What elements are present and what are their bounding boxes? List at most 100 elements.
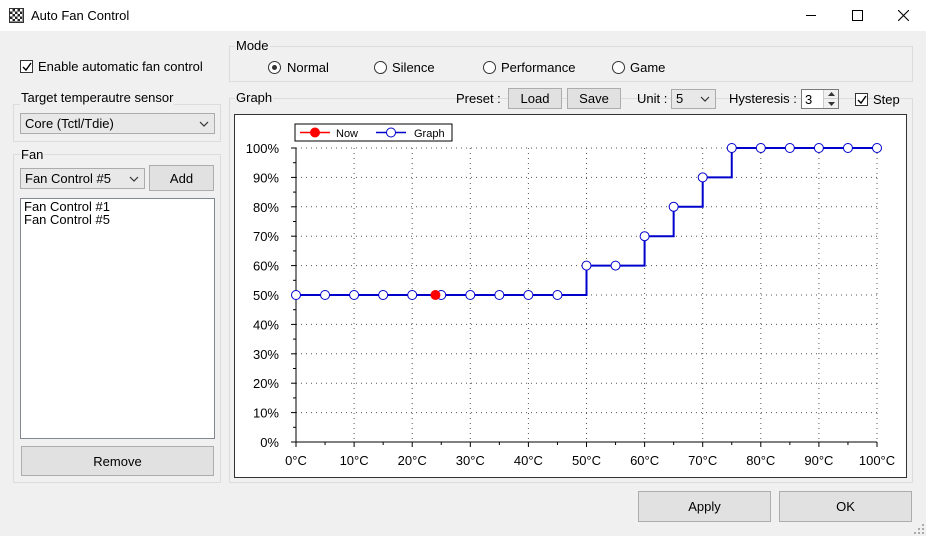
- target-sensor-select[interactable]: Core (Tctl/Tdie): [20, 113, 215, 134]
- graph-point: [581, 260, 592, 271]
- step-label: Step: [873, 92, 900, 107]
- hysteresis-spinner[interactable]: 3: [801, 89, 839, 109]
- minimize-button[interactable]: [788, 0, 834, 31]
- graph-point: [842, 143, 853, 153]
- apply-button[interactable]: Apply: [638, 491, 771, 522]
- fan-list: Fan Control #1 Fan Control #5: [20, 198, 215, 439]
- chevron-down-icon: [700, 96, 710, 102]
- y-tick-label: 60%: [253, 259, 279, 274]
- fan-select[interactable]: Fan Control #5: [20, 168, 145, 189]
- resize-grip-icon[interactable]: [914, 524, 924, 534]
- maximize-icon: [851, 10, 863, 21]
- graph-point: [668, 201, 679, 212]
- fan-curve-chart[interactable]: 0°C 10°C 20°C 30°C 40°C 50°C 60°C 70°C 80°C 90°C 1…: [234, 114, 907, 478]
- fan-list-item[interactable]: Fan Control #5: [24, 212, 110, 227]
- y-tick-label: 50%: [253, 288, 279, 303]
- title-bar: Auto Fan Control: [0, 0, 926, 31]
- minimize-icon: [805, 15, 816, 16]
- graph-point: [813, 143, 824, 153]
- graph-point: [291, 290, 301, 300]
- mode-group-label: Mode: [235, 38, 270, 53]
- y-tick-label: 100%: [246, 141, 280, 156]
- graph-point: [726, 143, 737, 153]
- caret-up-icon: [827, 92, 835, 96]
- y-tick-label: 80%: [253, 200, 279, 215]
- hysteresis-label: Hysteresis :: [729, 91, 797, 106]
- ok-button[interactable]: OK: [779, 491, 912, 522]
- mode-group: [229, 46, 913, 82]
- graph-point: [639, 231, 650, 242]
- mode-normal-label[interactable]: Normal: [287, 60, 329, 75]
- checkmark-icon: [857, 95, 867, 105]
- fan-list-item[interactable]: Fan Control #1: [24, 199, 110, 214]
- window-title: Auto Fan Control: [31, 8, 130, 23]
- spin-down-button[interactable]: [824, 99, 838, 108]
- graph-point: [610, 260, 621, 271]
- y-tick-label: 30%: [253, 347, 279, 362]
- x-tick-label: 60°C: [630, 453, 659, 468]
- legend-marker: [310, 127, 320, 138]
- graph-group-label: Graph: [235, 90, 274, 105]
- enable-auto-fan-label: Enable automatic fan control: [38, 59, 203, 74]
- x-tick-label: 70°C: [688, 453, 717, 468]
- fan-select-value: Fan Control #5: [25, 171, 111, 186]
- target-sensor-group-label: Target temperautre sensor: [20, 90, 175, 105]
- caret-down-icon: [827, 101, 835, 106]
- now-point: [430, 290, 441, 300]
- unit-select[interactable]: 5: [671, 89, 716, 109]
- unit-label: Unit :: [637, 91, 668, 106]
- maximize-button[interactable]: [834, 0, 880, 31]
- mode-silence-label[interactable]: Silence: [392, 60, 435, 75]
- y-tick-label: 20%: [253, 376, 279, 391]
- fan-group-label: Fan: [20, 147, 45, 162]
- chevron-down-icon: [199, 121, 209, 127]
- legend-label: Now: [336, 128, 358, 140]
- y-tick-label: 90%: [253, 170, 279, 185]
- step-checkbox[interactable]: [855, 93, 868, 106]
- fan-curve-svg[interactable]: 0°C 10°C 20°C 30°C 40°C 50°C 60°C 70°C 80°C 90°C 1…: [235, 115, 906, 477]
- graph-point: [349, 290, 360, 300]
- graph-series-line: [296, 147, 877, 296]
- target-sensor-value: Core (Tctl/Tdie): [25, 116, 114, 131]
- fan-group: [13, 154, 221, 483]
- x-tick-label: 0°C: [285, 453, 307, 468]
- chevron-down-icon: [129, 176, 139, 182]
- mode-game-radio[interactable]: [612, 61, 625, 74]
- save-preset-button[interactable]: Save: [567, 88, 621, 109]
- remove-fan-button[interactable]: Remove: [21, 446, 214, 476]
- mode-game-label[interactable]: Game: [630, 60, 666, 75]
- graph-point: [755, 143, 766, 153]
- graph-point: [465, 290, 476, 300]
- legend-marker: [386, 127, 396, 138]
- preset-label: Preset :: [456, 91, 501, 106]
- graph-point: [872, 143, 882, 153]
- legend-label: Graph: [414, 128, 445, 140]
- y-tick-label: 70%: [253, 229, 279, 244]
- mode-performance-radio[interactable]: [483, 61, 496, 74]
- close-button[interactable]: [880, 0, 926, 31]
- load-preset-button[interactable]: Load: [508, 88, 562, 109]
- graph-point: [378, 290, 389, 300]
- mode-performance-label[interactable]: Performance: [501, 60, 576, 75]
- unit-value: 5: [676, 91, 684, 106]
- enable-auto-fan-checkbox[interactable]: [20, 60, 33, 73]
- y-tick-label: 0%: [260, 435, 279, 450]
- y-tick-label: 40%: [253, 317, 279, 332]
- x-tick-label: 50°C: [572, 453, 601, 468]
- legend-box: [294, 123, 453, 142]
- app-icon: [9, 8, 24, 23]
- x-tick-label: 10°C: [340, 453, 369, 468]
- graph-point: [697, 172, 708, 183]
- y-tick-label: 10%: [253, 406, 279, 421]
- graph-point: [320, 290, 331, 300]
- mode-silence-radio[interactable]: [374, 61, 387, 74]
- mode-normal-radio[interactable]: [268, 61, 281, 74]
- spin-up-button[interactable]: [824, 90, 838, 99]
- x-tick-label: 20°C: [398, 453, 427, 468]
- hysteresis-value: 3: [805, 92, 813, 107]
- graph-point: [407, 290, 418, 300]
- x-tick-label: 30°C: [456, 453, 485, 468]
- graph-point: [784, 143, 795, 153]
- x-tick-label: 80°C: [746, 453, 775, 468]
- add-fan-button[interactable]: Add: [149, 165, 214, 191]
